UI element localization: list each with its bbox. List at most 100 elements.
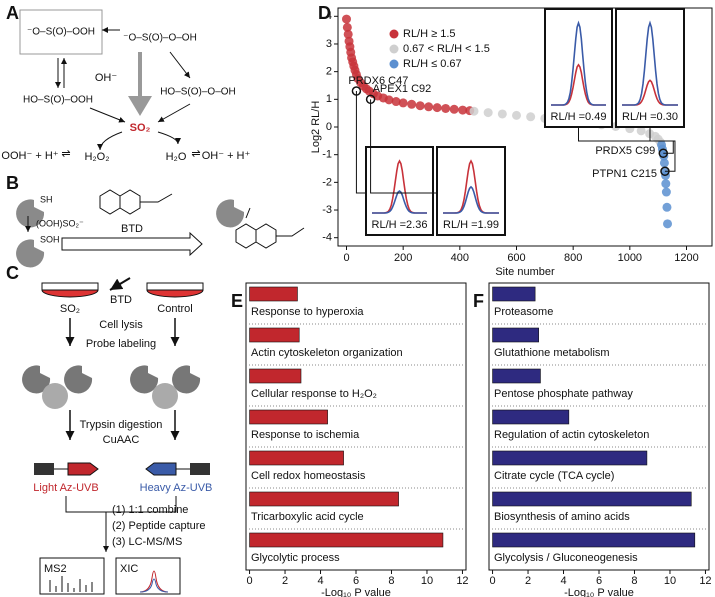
x-tick-label: 800 <box>564 252 582 264</box>
condition: Control <box>157 303 192 315</box>
workup: (2) Peptide capture <box>112 520 206 532</box>
ms2-box <box>39 557 105 595</box>
y-tick-label: 1 <box>326 93 332 105</box>
y-tick-label: -3 <box>322 204 332 216</box>
inset-label: RL/H =0.49 <box>551 111 607 123</box>
y-tick-label: 3 <box>326 38 332 50</box>
bar <box>492 327 539 343</box>
point <box>342 22 352 32</box>
x-axis-label: -Log₁₀ P value <box>321 587 391 597</box>
bar <box>249 532 444 548</box>
category-label: Proteasome <box>494 306 553 318</box>
point <box>398 98 408 108</box>
panel-label: E <box>231 291 243 311</box>
x-axis-label: -Log₁₀ P value <box>564 587 634 597</box>
legend-label: RL/H ≤ 0.67 <box>403 58 462 70</box>
point <box>497 109 507 119</box>
point <box>659 151 669 161</box>
protein <box>22 365 51 394</box>
point <box>432 103 442 113</box>
xic-peak <box>139 578 169 593</box>
structure: HO–S(O)–O–OH <box>160 87 236 98</box>
x-tick-label: 8 <box>388 575 394 587</box>
bar <box>492 286 536 302</box>
y-tick-label: -4 <box>322 232 332 244</box>
category-label: Response to hyperoxia <box>251 306 364 318</box>
structure: ⁻O–S(O)–O–OH <box>123 33 197 44</box>
point <box>391 97 401 107</box>
point <box>449 104 459 114</box>
point <box>441 103 451 113</box>
equilibrium: OOH⁻ + H⁺ <box>1 150 58 162</box>
x-tick-label: 200 <box>394 252 412 264</box>
x-tick-label: 12 <box>456 575 468 587</box>
proteins <box>22 365 201 409</box>
point <box>661 187 671 197</box>
arrow <box>157 103 191 123</box>
hydroxide: OH⁻ <box>95 72 118 84</box>
x-tick-label: 0 <box>246 575 252 587</box>
probe-arrow <box>109 277 131 291</box>
panel-label: B <box>6 173 19 193</box>
probe: BTD <box>110 294 132 306</box>
x-tick-label: 600 <box>507 252 525 264</box>
point <box>342 14 351 24</box>
x-axis-label: Site number <box>495 266 555 278</box>
legend-label: RL/H ≥ 1.5 <box>403 28 456 40</box>
light-tag <box>67 462 99 476</box>
x-tick-label: 0 <box>489 575 495 587</box>
panel-c: SO₂ Control BTD Cell lysis Probe labelin… <box>22 277 213 595</box>
tag-label: Heavy Az-UVB <box>140 482 213 494</box>
spectrum <box>49 576 93 592</box>
point <box>384 95 394 105</box>
protein <box>172 365 201 394</box>
panel-label: D <box>318 3 331 23</box>
inset-label: RL/H =2.36 <box>372 219 428 231</box>
category-label: Response to ischemia <box>251 429 360 441</box>
annotation: PTPN1 C215 <box>592 168 657 180</box>
h2o2: H₂O₂ <box>84 151 109 163</box>
step: Trypsin digestion <box>80 419 163 431</box>
condition: SO₂ <box>60 303 80 315</box>
x-tick-label: 6 <box>596 575 602 587</box>
protein <box>152 383 178 409</box>
category-label: Actin cytoskeleton organization <box>251 347 403 359</box>
bar <box>249 450 344 466</box>
xic: XIC <box>120 563 138 575</box>
category-label: Glycolysis / Gluconeogenesis <box>494 552 638 564</box>
category-label: Pentose phosphate pathway <box>494 388 633 400</box>
inset-peak-heavy <box>622 20 678 106</box>
point <box>526 112 536 122</box>
category-label: Glutathione metabolism <box>494 347 610 359</box>
bar <box>249 491 399 507</box>
structure: ⁻O–S(O)–OOH <box>27 27 95 38</box>
open-arrow <box>61 231 203 257</box>
workup: (3) LC-MS/MS <box>112 536 182 548</box>
category-label: Regulation of actin cytoskeleton <box>494 429 649 441</box>
water: H₂O <box>166 151 187 163</box>
protein <box>64 365 93 394</box>
point <box>415 101 425 111</box>
arrow <box>157 131 181 145</box>
ring <box>119 189 173 215</box>
annotation: PRDX6 C47 <box>348 75 408 87</box>
ms2: MS2 <box>44 563 67 575</box>
annotation: APEX1 C92 <box>373 83 432 95</box>
x-tick-label: 10 <box>421 575 433 587</box>
point <box>343 29 353 39</box>
bar <box>492 450 648 466</box>
inset-peak-heavy <box>372 189 427 214</box>
dish-rim <box>41 282 99 291</box>
plot-frame <box>245 282 467 571</box>
bar <box>249 368 302 384</box>
bar <box>249 286 298 302</box>
bar <box>249 327 300 343</box>
y-tick-label: 4 <box>326 10 332 22</box>
bar <box>492 409 570 425</box>
ring <box>99 189 121 215</box>
reagent: (OOH)SO₂⁻ <box>36 218 84 228</box>
eq-arrow: ⇌ <box>191 148 200 160</box>
x-tick-label: 4 <box>317 575 323 587</box>
panel-label: C <box>6 263 19 283</box>
